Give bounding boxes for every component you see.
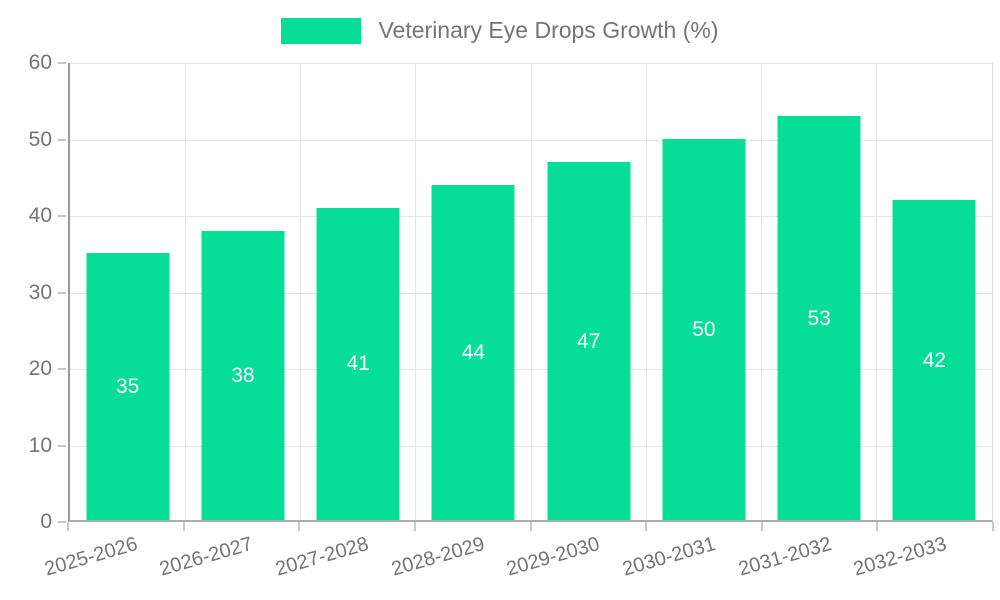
y-axis: 0 10 20 30 40 50 60 (0, 52, 52, 533)
x-gridline (876, 63, 878, 520)
x-gridline (530, 63, 532, 520)
bar: 35 (86, 253, 170, 520)
y-tick-label: 20 (28, 357, 52, 380)
y-tick (58, 215, 66, 217)
chart-legend: Veterinary Eye Drops Growth (%) (0, 17, 1000, 44)
x-tick (413, 522, 416, 531)
bar-value-label: 50 (692, 318, 716, 342)
y-tick (58, 291, 66, 294)
bar-value-label: 42 (922, 348, 947, 372)
x-gridline (645, 63, 647, 520)
legend-label: Veterinary Eye Drops Growth (%) (378, 17, 719, 43)
x-axis: 2025-2026 2026-2027 2027-2028 2028-2029 2029… (42, 524, 993, 600)
bar: 38 (201, 230, 285, 520)
y-tick (58, 368, 66, 370)
x-gridline (300, 63, 301, 520)
y-tick (58, 62, 66, 64)
bar: 50 (662, 139, 746, 520)
x-gridline (415, 63, 417, 520)
bar: 47 (547, 162, 631, 520)
x-tick (298, 522, 301, 531)
x-tick (645, 522, 648, 531)
x-tick (67, 522, 69, 531)
y-tick-label: 0 (40, 510, 52, 533)
y-tick-label: 40 (28, 204, 52, 227)
y-tick-label: 30 (28, 280, 52, 304)
x-gridline (184, 63, 186, 520)
bar-value-label: 44 (461, 340, 486, 364)
y-tick (58, 444, 66, 447)
bar-value-label: 38 (231, 363, 255, 387)
x-tick (992, 522, 994, 531)
x-tick (529, 522, 532, 531)
bar-value-label: 53 (807, 306, 831, 330)
bar: 42 (892, 200, 976, 520)
bar-value-label: 47 (576, 329, 601, 353)
x-tick (182, 522, 185, 531)
bar: 41 (316, 207, 400, 520)
y-tick-label: 50 (28, 127, 52, 151)
y-tick (58, 138, 66, 141)
x-tick (760, 522, 763, 531)
y-tick-label: 10 (28, 433, 52, 457)
bar: 53 (777, 116, 861, 520)
x-tick (876, 522, 879, 531)
bar: 44 (431, 184, 515, 520)
plot-area: 35 38 41 44 47 50 53 42 (68, 63, 993, 522)
x-gridline (761, 63, 762, 520)
legend-swatch (281, 17, 362, 44)
y-tick (58, 521, 66, 523)
bar-value-label: 35 (115, 375, 140, 399)
bar-value-label: 41 (346, 352, 370, 376)
y-tick-label: 60 (28, 51, 52, 74)
